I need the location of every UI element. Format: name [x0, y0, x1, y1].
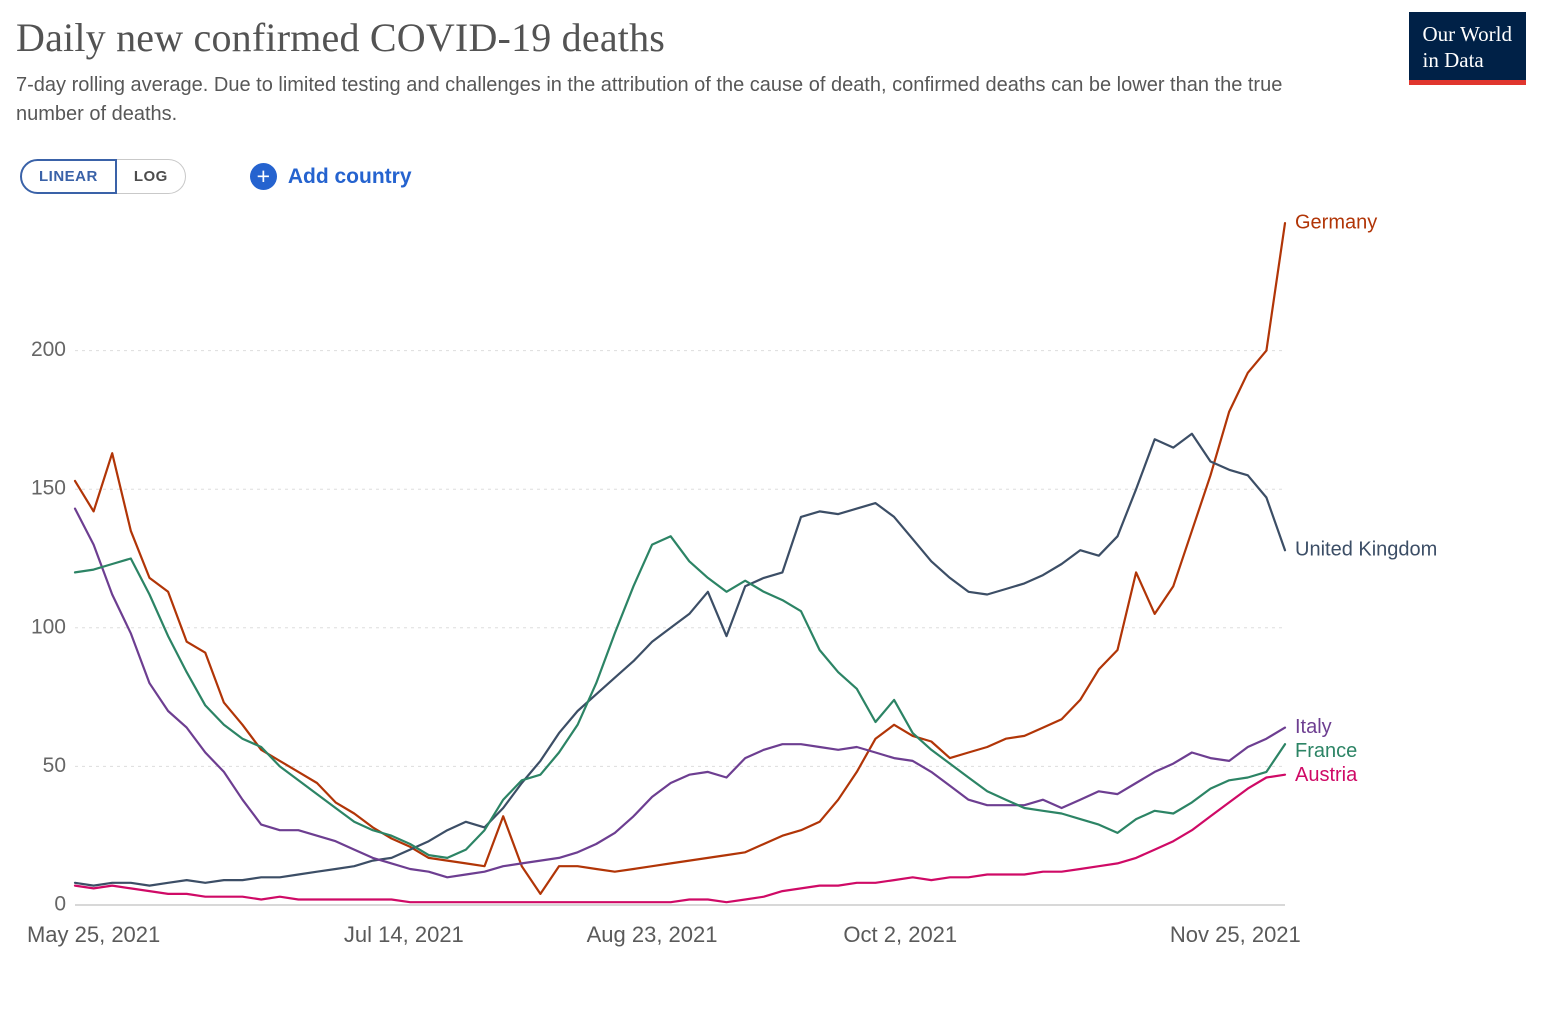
y-tick-label-0: 0 [54, 893, 66, 916]
series-line-united-kingdom[interactable] [73, 432, 1287, 887]
series-label-united-kingdom[interactable]: United Kingdom [1295, 538, 1437, 560]
plus-icon: + [249, 163, 277, 190]
x-tick-label-1: Jul 14, 2021 [344, 922, 464, 947]
page-title: Daily new confirmed COVID-19 deaths [16, 15, 666, 60]
y-tick-label-50: 50 [43, 754, 66, 777]
series-line-italy[interactable] [73, 507, 1287, 879]
series-line-austria[interactable] [73, 773, 1287, 904]
y-tick-label-200: 200 [31, 338, 66, 361]
series-label-france[interactable]: France [1295, 740, 1357, 762]
owid-logo[interactable]: Our World in Data [1408, 12, 1526, 85]
scale-toggle: LINEAR LOG [20, 159, 186, 194]
chart-controls: LINEAR LOG + Add country [20, 159, 1546, 194]
series-label-austria[interactable]: Austria [1295, 764, 1358, 786]
series-label-italy[interactable]: Italy [1295, 716, 1332, 738]
add-country-label: Add country [287, 164, 412, 188]
chart-subtitle: 7-day rolling average. Due to limited te… [16, 74, 1283, 125]
y-tick-label-150: 150 [31, 477, 66, 500]
linear-scale-button[interactable]: LINEAR [20, 159, 117, 194]
y-tick-label-100: 100 [31, 615, 66, 638]
owid-logo-line1: Our World [1422, 22, 1513, 46]
add-country-button[interactable]: + Add country [244, 162, 418, 191]
chart-header: Daily new confirmed COVID-19 deaths 7-da… [0, 0, 1546, 129]
series-line-germany[interactable] [73, 222, 1287, 896]
log-scale-button[interactable]: LOG [116, 159, 186, 194]
series-label-germany[interactable]: Germany [1295, 211, 1377, 233]
x-tick-label-4: Nov 25, 2021 [1170, 922, 1301, 947]
series-line-france[interactable] [73, 535, 1287, 860]
x-tick-label-0: May 25, 2021 [27, 922, 160, 947]
chart-area: 0 50 100 150 200 May 25, 2021 Jul 14, 2021 Aug … [0, 200, 1546, 995]
x-tick-label-2: Aug 23, 2021 [587, 922, 718, 947]
x-tick-label-3: Oct 2, 2021 [843, 922, 957, 947]
covid-deaths-line-chart: 0 50 100 150 200 May 25, 2021 Jul 14, 2021 Aug … [27, 211, 1437, 947]
owid-logo-line2: in Data [1422, 48, 1484, 73]
